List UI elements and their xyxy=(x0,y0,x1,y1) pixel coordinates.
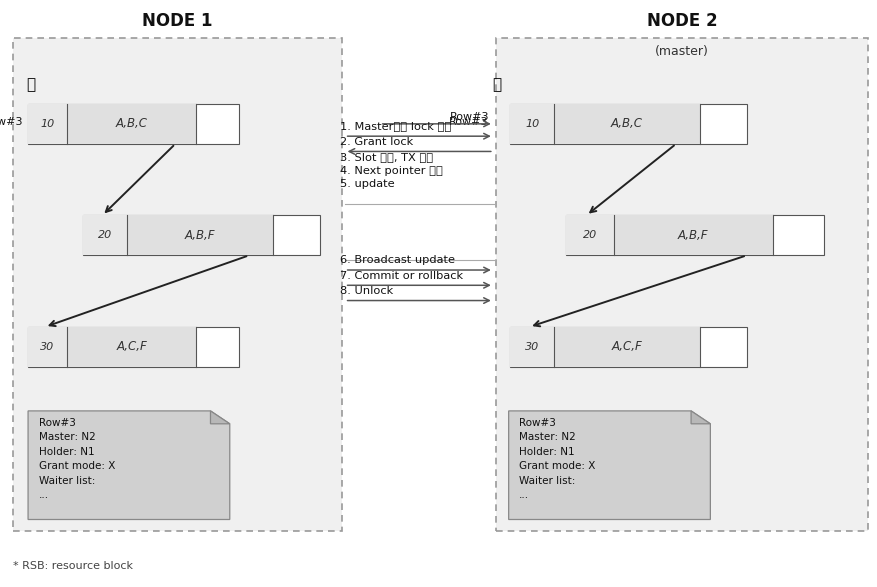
Bar xyxy=(510,327,554,367)
Bar xyxy=(28,327,239,367)
Text: 5. update: 5. update xyxy=(340,179,395,189)
Text: 🔒: 🔒 xyxy=(26,77,35,93)
Bar xyxy=(28,104,67,144)
Polygon shape xyxy=(210,411,230,424)
Bar xyxy=(127,215,273,255)
Text: 30: 30 xyxy=(40,342,54,352)
Text: 8. Unlock: 8. Unlock xyxy=(340,286,394,296)
Text: 10: 10 xyxy=(525,119,539,129)
Bar xyxy=(67,104,196,144)
Bar xyxy=(554,104,700,144)
Text: Row#3
Master: N2
Holder: N1
Grant mode: X
Waiter list:
...: Row#3 Master: N2 Holder: N1 Grant mode: … xyxy=(39,418,115,500)
Text: A,B,C: A,B,C xyxy=(611,117,643,130)
Bar xyxy=(510,104,554,144)
Text: 10: 10 xyxy=(40,119,54,129)
Polygon shape xyxy=(28,411,230,519)
Text: 6. Broadcast update: 6. Broadcast update xyxy=(340,255,455,265)
Bar xyxy=(67,327,196,367)
Text: 🔒: 🔒 xyxy=(493,77,502,93)
Bar xyxy=(510,104,747,144)
Polygon shape xyxy=(691,411,710,424)
Text: A,C,F: A,C,F xyxy=(117,340,147,353)
Text: A,B,F: A,B,F xyxy=(185,229,215,242)
Text: 20: 20 xyxy=(98,230,112,241)
Text: (master): (master) xyxy=(655,45,709,58)
Text: NODE 2: NODE 2 xyxy=(646,12,717,29)
Text: A,C,F: A,C,F xyxy=(611,340,643,353)
Text: Row#3: Row#3 xyxy=(0,116,24,127)
Bar xyxy=(83,215,320,255)
Text: 4. Next pointer 연결: 4. Next pointer 연결 xyxy=(340,166,443,176)
Bar xyxy=(496,38,868,531)
Polygon shape xyxy=(509,411,710,519)
Text: Row#3: Row#3 xyxy=(449,116,488,127)
Bar xyxy=(28,104,239,144)
Text: Row#3
Master: N2
Holder: N1
Grant mode: X
Waiter list:
...: Row#3 Master: N2 Holder: N1 Grant mode: … xyxy=(519,418,595,500)
Text: 3. Slot 할당, TX 설정: 3. Slot 할당, TX 설정 xyxy=(340,152,433,162)
Text: 7. Commit or rollback: 7. Commit or rollback xyxy=(340,271,463,281)
Bar xyxy=(13,38,342,531)
Bar xyxy=(566,215,614,255)
Bar xyxy=(566,215,824,255)
Bar xyxy=(510,327,747,367)
Text: Row#3: Row#3 xyxy=(450,112,489,122)
Bar xyxy=(614,215,773,255)
Text: 20: 20 xyxy=(582,230,596,241)
Text: 2. Grant lock: 2. Grant lock xyxy=(340,137,414,147)
Bar xyxy=(83,215,127,255)
Text: A,B,C: A,B,C xyxy=(116,117,147,130)
Text: 1. Master에게 lock 요청: 1. Master에게 lock 요청 xyxy=(340,122,452,131)
Text: NODE 1: NODE 1 xyxy=(142,12,213,29)
Text: A,B,F: A,B,F xyxy=(678,229,709,242)
Bar xyxy=(28,327,67,367)
Bar xyxy=(554,327,700,367)
Text: * RSB: resource block: * RSB: resource block xyxy=(13,561,133,572)
Text: 30: 30 xyxy=(525,342,539,352)
